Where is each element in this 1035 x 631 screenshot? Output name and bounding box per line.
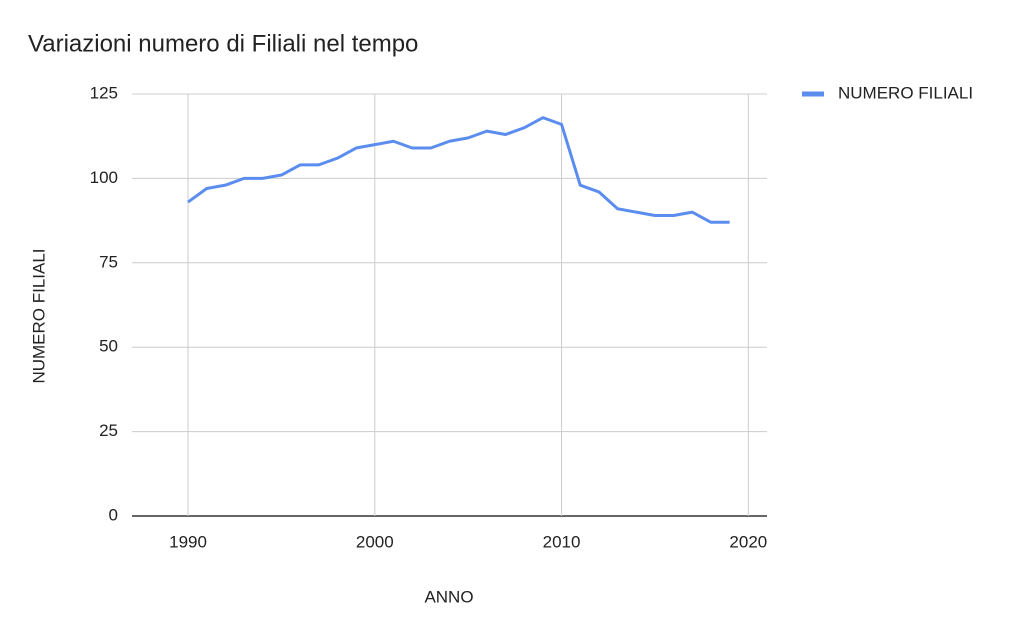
line: [187, 116, 730, 224]
y-tick-label: 25: [99, 421, 118, 440]
x-axis-label: ANNO: [424, 587, 473, 606]
y-tick-label: 50: [99, 337, 118, 356]
legend-label: NUMERO FILIALI: [838, 83, 973, 102]
x-tick-label: 2010: [543, 532, 581, 551]
y-axis-label: NUMERO FILIALI: [29, 248, 48, 383]
y-tick-label: 75: [99, 252, 118, 271]
x-tick-label: 2000: [356, 532, 394, 551]
y-tick-label: 100: [90, 168, 118, 187]
chart-title: Variazioni numero di Filiali nel tempo: [28, 30, 418, 57]
x-tick-label: 1990: [169, 532, 207, 551]
y-tick-label: 125: [90, 83, 118, 102]
x-tick-label: 2020: [729, 532, 767, 551]
y-tick-label: 0: [109, 505, 118, 524]
